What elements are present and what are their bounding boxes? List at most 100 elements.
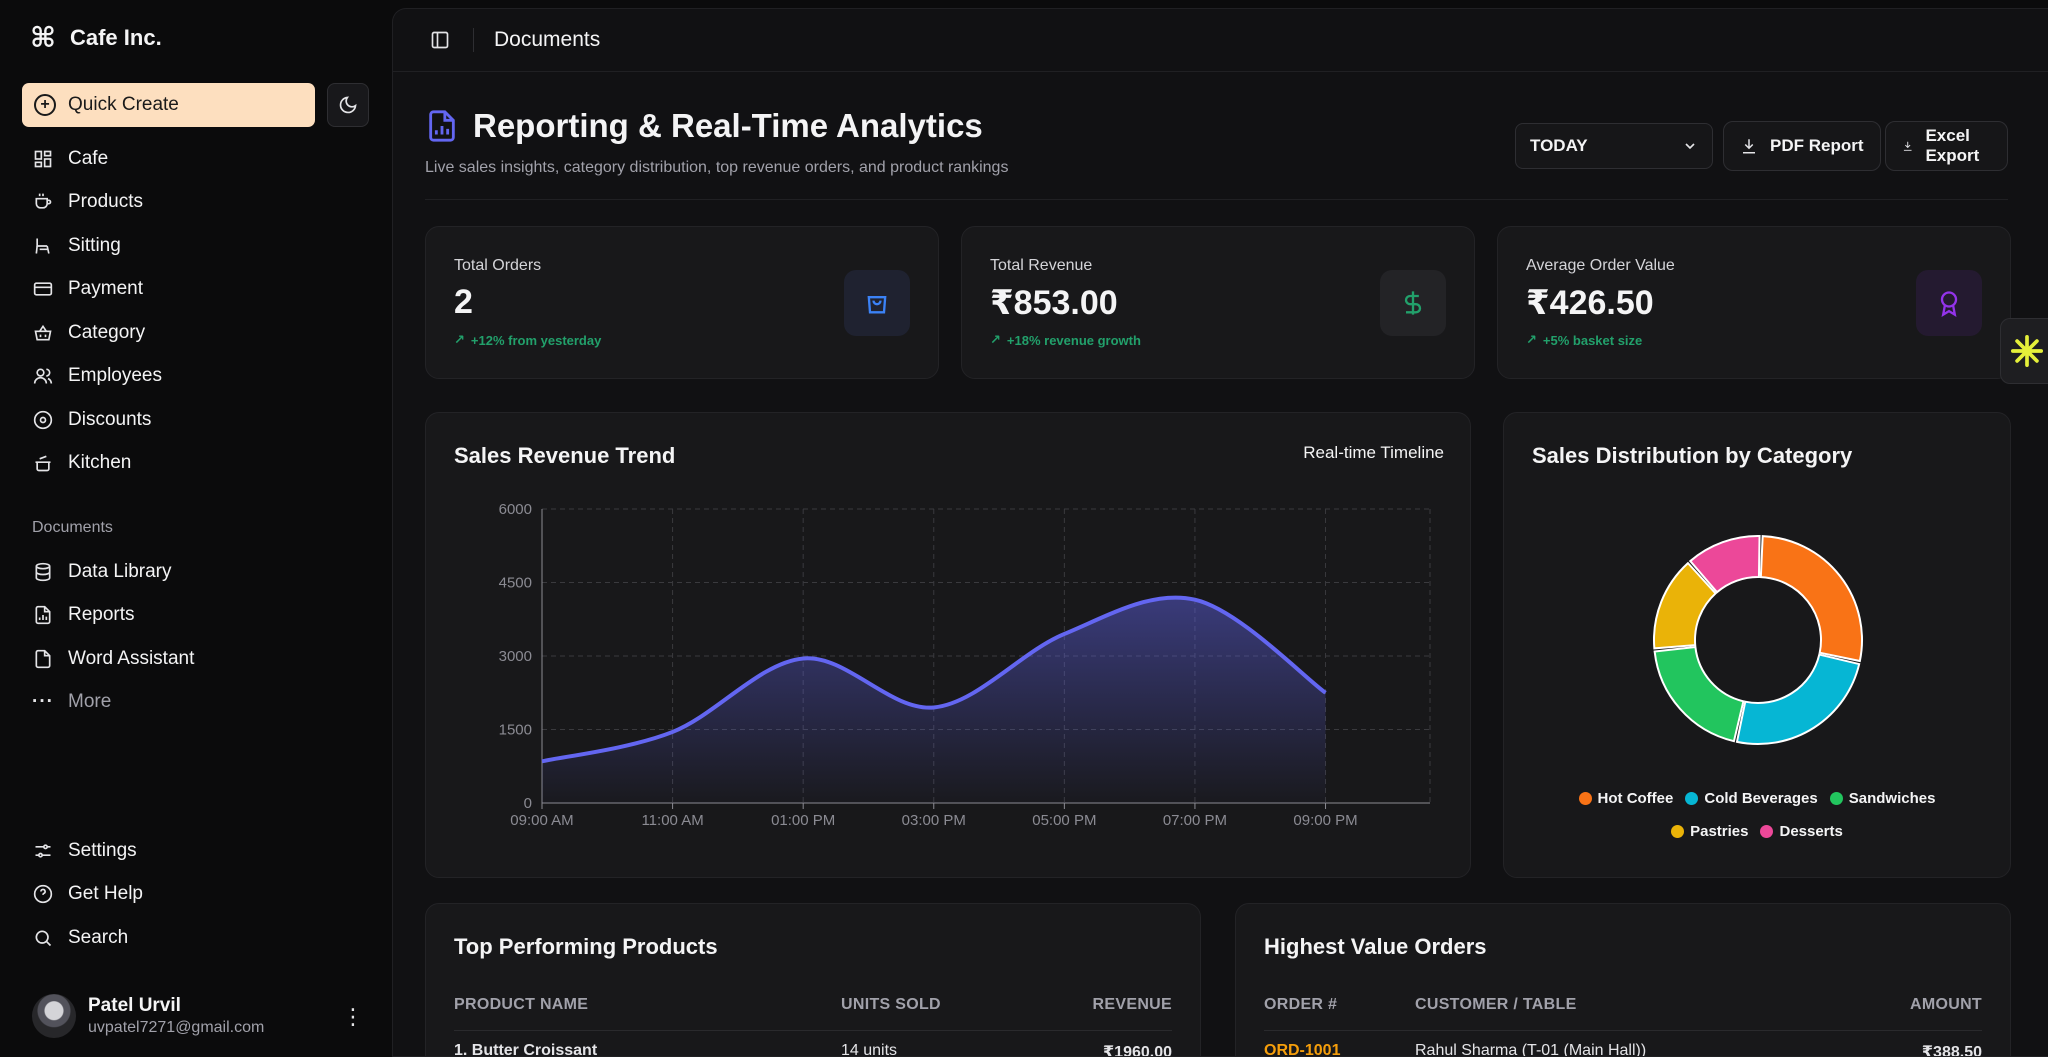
legend-dot xyxy=(1760,825,1774,838)
nav-label: Category xyxy=(68,321,146,343)
page-subtitle: Live sales insights, category distributi… xyxy=(425,159,1009,176)
excel-export-button[interactable]: Excel Export xyxy=(1885,121,2008,171)
table-header: ORDER # xyxy=(1264,996,1338,1013)
stat-card-total-revenue: Total Revenue ₹853.00 ↗ +18% revenue grow… xyxy=(961,226,1475,379)
page-title: Reporting & Real-Time Analytics xyxy=(425,107,983,145)
moon-icon xyxy=(339,96,357,114)
date-range-select[interactable]: TODAY xyxy=(1515,123,1713,169)
nav-label: Products xyxy=(68,191,143,213)
legend-dot xyxy=(1671,825,1685,838)
dashboard-icon xyxy=(32,148,54,170)
brand[interactable]: ⌘ Cafe Inc. xyxy=(30,24,162,52)
top-products-table: PRODUCT NAME UNITS SOLD REVENUE 1. Butte… xyxy=(454,996,1172,1057)
divider xyxy=(473,28,474,52)
table-cell: ₹1960.00 xyxy=(1103,1044,1172,1057)
table-cell: Rahul Sharma (T-01 (Main Hall)) xyxy=(1415,1042,1647,1057)
disc-icon xyxy=(32,409,54,431)
legend-label: Sandwiches xyxy=(1848,790,1936,807)
assistant-widget-button[interactable] xyxy=(2000,318,2048,384)
nav-item-get-help[interactable]: Get Help xyxy=(22,873,372,917)
x-tick-label: 09:00 PM xyxy=(1293,812,1357,829)
y-tick-label: 1500 xyxy=(499,722,532,739)
nav-label: Settings xyxy=(68,839,137,861)
stat-delta-text: +18% revenue growth xyxy=(1006,332,1141,348)
x-tick-label: 09:00 AM xyxy=(510,812,573,829)
topbar: Documents xyxy=(393,9,2048,72)
stat-value: ₹853.00 xyxy=(990,284,1118,322)
x-tick-label: 05:00 PM xyxy=(1032,812,1096,829)
nav-item-employees[interactable]: Employees xyxy=(22,355,372,399)
revenue-area-fill xyxy=(542,597,1326,803)
table-cell: ₹388.50 xyxy=(1921,1044,1982,1057)
nav-item-settings[interactable]: Settings xyxy=(22,829,372,873)
page-header: Reporting & Real-Time Analytics Live sal… xyxy=(425,107,2008,200)
stat-card-average-order-value: Average Order Value ₹426.50 ↗ +5% basket … xyxy=(1497,226,2011,379)
card-title: Highest Value Orders xyxy=(1264,934,1487,959)
legend-label: Desserts xyxy=(1779,823,1843,840)
nav-item-cafe[interactable]: Cafe xyxy=(22,137,372,181)
user-email: uvpatel7271@gmail.com xyxy=(88,1019,265,1036)
legend-row-2: Pastries Desserts xyxy=(1504,823,2010,840)
realtime-badge: Real-time Timeline xyxy=(1303,443,1444,462)
basket-icon xyxy=(32,322,54,344)
nav-item-kitchen[interactable]: Kitchen xyxy=(22,442,372,486)
table-header: PRODUCT NAME xyxy=(454,996,589,1013)
sidebar: ⌘ Cafe Inc. + Quick Create Cafe Products… xyxy=(0,0,392,1057)
report-file-icon xyxy=(429,110,455,142)
date-range-value: TODAY xyxy=(1530,136,1588,155)
card-title: Top Performing Products xyxy=(454,934,718,959)
page-title-text: Reporting & Real-Time Analytics xyxy=(473,107,983,144)
nav-item-search[interactable]: Search xyxy=(22,916,372,960)
legend-item: Sandwiches xyxy=(1829,790,1936,807)
nav-item-products[interactable]: Products xyxy=(22,181,372,225)
stat-delta: ↗ +18% revenue growth xyxy=(990,332,1141,348)
trend-chart: 0 1500 3000 4500 6000 09:00 AM 11:00 AM 01:00 P… xyxy=(499,501,1431,829)
brand-name: Cafe Inc. xyxy=(69,25,162,50)
nav-label: Get Help xyxy=(68,883,143,905)
nav-item-word-assistant[interactable]: Word Assistant xyxy=(22,637,372,681)
nav-item-reports[interactable]: Reports xyxy=(22,594,372,638)
stat-delta-text: +5% basket size xyxy=(1542,332,1643,348)
stat-value: ₹426.50 xyxy=(1526,284,1654,322)
legend-label: Pastries xyxy=(1690,823,1749,840)
category-donut-chart xyxy=(1653,535,1863,745)
sidebar-toggle-icon[interactable] xyxy=(427,27,453,53)
trending-up-icon: ↗ xyxy=(990,332,1001,347)
nav-item-payment[interactable]: Payment xyxy=(22,268,372,312)
x-tick-label: 11:00 AM xyxy=(641,812,703,829)
main-nav: Cafe Products Sitting Payment Category E… xyxy=(22,137,372,485)
nav-item-data-library[interactable]: Data Library xyxy=(22,550,372,594)
divider xyxy=(1264,1030,1982,1031)
pdf-report-button[interactable]: PDF Report xyxy=(1723,121,1881,171)
nav-label: Cafe xyxy=(68,147,109,169)
table-cell: 14 units xyxy=(841,1042,898,1057)
theme-toggle-button[interactable] xyxy=(327,83,369,127)
order-id-link[interactable]: ORD-1001 xyxy=(1264,1042,1341,1057)
user-profile[interactable]: Patel Urvil uvpatel7271@gmail.com ⋮ xyxy=(32,992,372,1040)
plus-circle-icon: + xyxy=(34,94,56,116)
table-header: CUSTOMER / TABLE xyxy=(1415,996,1577,1013)
report-file-icon xyxy=(32,604,54,626)
more-dots-icon: ··· xyxy=(32,691,54,713)
legend-dot xyxy=(1829,792,1843,805)
table-header: UNITS SOLD xyxy=(841,996,941,1013)
more-vertical-icon[interactable]: ⋮ xyxy=(342,1004,364,1029)
y-tick-label: 6000 xyxy=(499,501,532,518)
help-circle-icon xyxy=(32,883,54,905)
shopping-bag-icon xyxy=(844,270,910,336)
sales-distribution-card: Sales Distribution by Category Hot Coffe… xyxy=(1503,412,2011,878)
chair-icon xyxy=(32,235,54,257)
nav-item-sitting[interactable]: Sitting xyxy=(22,224,372,268)
stat-value: 2 xyxy=(454,283,473,321)
credit-card-icon xyxy=(32,278,54,300)
highest-value-orders-card: Highest Value Orders ORDER # CUSTOMER / … xyxy=(1235,903,2011,1057)
x-tick-label: 07:00 PM xyxy=(1163,812,1227,829)
nav-item-category[interactable]: Category xyxy=(22,311,372,355)
database-icon xyxy=(32,561,54,583)
nav-label: Payment xyxy=(68,278,143,300)
nav-item-discounts[interactable]: Discounts xyxy=(22,398,372,442)
documents-section-label: Documents xyxy=(32,519,113,536)
quick-create-button[interactable]: + Quick Create xyxy=(22,83,315,127)
nav-item-more[interactable]: ··· More xyxy=(22,681,372,725)
nav-label: Discounts xyxy=(68,408,152,430)
